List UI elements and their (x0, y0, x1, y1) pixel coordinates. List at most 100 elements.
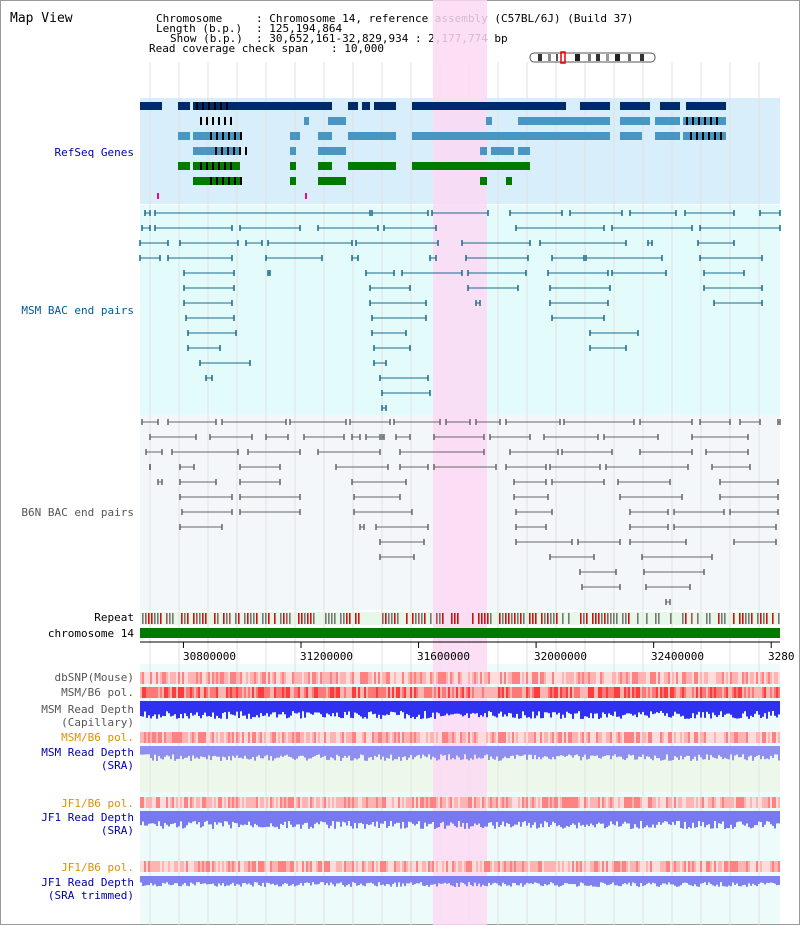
jf1-b6-pol2-cell (764, 861, 766, 872)
jf1-depth-trim-bar (660, 876, 662, 885)
msm-b6-pol-cell (352, 687, 354, 698)
jf1-depth-trim-bar (386, 876, 388, 885)
msm-b6-pol2-cell (160, 732, 162, 743)
repeat-mark (535, 613, 537, 624)
msm-b6-pol-cell (504, 687, 506, 698)
gene-exon (491, 147, 514, 155)
msm-depth-sra-bar (140, 746, 142, 755)
msm-b6-pol-cell (192, 687, 194, 698)
dbsnp-cell (484, 672, 486, 684)
msm-b6-pol-cell (554, 687, 556, 698)
repeat-mark (604, 613, 606, 624)
dbsnp-cell (310, 672, 312, 684)
msm-depth-cap-bar (470, 701, 472, 714)
jf1-depth-trim-bar (392, 876, 394, 885)
jf1-b6-pol2-cell (700, 861, 702, 872)
msm-depth-cap-bar (504, 701, 506, 715)
msm-depth-cap-bar (598, 701, 600, 719)
dbsnp-cell (420, 672, 422, 684)
jf1-b6-pol-cell (240, 797, 242, 808)
msm-b6-pol2-cell (390, 732, 392, 743)
jf1-depth-trim-bar (250, 876, 252, 885)
jf1-b6-pol2-cell (586, 861, 588, 872)
jf1-b6-pol-cell (182, 797, 184, 808)
jf1-depth-sra-bar (374, 811, 376, 827)
msm-b6-pol-cell (206, 687, 208, 698)
msm-b6-pol-cell (544, 687, 546, 698)
msm-b6-pol-cell (692, 687, 694, 698)
msm-b6-pol2-cell (146, 732, 148, 743)
msm-depth-sra-bar (584, 746, 586, 755)
msm-b6-pol-cell (258, 687, 260, 698)
jf1-b6-pol-cell (190, 797, 192, 808)
jf1-depth-trim-bar (260, 876, 262, 887)
jf1-depth-trim-bar (642, 876, 644, 886)
msm-depth-sra-bar (402, 746, 404, 758)
jf1-depth-trim-bar (694, 876, 696, 885)
dbsnp-cell (258, 672, 260, 684)
repeat-mark (646, 613, 648, 624)
msm-depth-sra-bar (248, 746, 250, 760)
msm-depth-sra-bar (746, 746, 748, 761)
msm-b6-pol2-cell (758, 732, 760, 743)
jf1-depth-trim-bar (350, 876, 352, 887)
msm-depth-sra-bar (642, 746, 644, 755)
jf1-depth-trim-bar (226, 876, 228, 886)
jf1-depth-trim-bar (742, 876, 744, 886)
msm-b6-pol2-cell (678, 732, 680, 743)
jf1-b6-pol-cell (242, 797, 244, 808)
jf1-b6-pol-cell (266, 797, 268, 808)
gene-exon-mark (228, 177, 230, 185)
jf1-b6-pol-cell (626, 797, 628, 808)
jf1-b6-pol-cell (374, 797, 376, 808)
dbsnp-cell (504, 672, 506, 684)
jf1-depth-trim-bar (140, 876, 142, 883)
msm-depth-sra-bar (568, 746, 570, 755)
jf1-b6-pol2-cell (456, 861, 458, 872)
jf1-b6-pol-cell (328, 797, 330, 808)
msm-depth-sra-bar (276, 746, 278, 758)
jf1-b6-pol2-cell (236, 861, 238, 872)
msm-depth-cap-bar (382, 701, 384, 716)
jf1-b6-pol-cell (218, 797, 220, 808)
msm-b6-pol2-cell (484, 732, 486, 743)
jf1-depth-trim-bar (624, 876, 626, 884)
jf1-depth-trim-bar (778, 876, 780, 885)
msm-b6-pol-cell (708, 687, 710, 698)
jf1-b6-pol2-cell (402, 861, 404, 872)
msm-depth-cap-bar (554, 701, 556, 713)
jf1-b6-pol-cell (602, 797, 604, 808)
jf1-b6-pol-cell (712, 797, 714, 808)
msm-depth-cap-bar (492, 701, 494, 716)
msm-depth-cap-bar (442, 701, 444, 716)
msm-b6-pol2-cell (336, 732, 338, 743)
msm-depth-sra-bar (632, 746, 634, 755)
msm-depth-sra-bar (528, 746, 530, 755)
msm-b6-pol2-cell (566, 732, 568, 743)
msm-b6-pol-cell (546, 687, 548, 698)
msm-depth-sra-bar (450, 746, 452, 760)
msm-depth-cap-bar (614, 701, 616, 712)
msm-b6-pol2-cell (280, 732, 282, 743)
dbsnp-cell (480, 672, 482, 684)
jf1-b6-pol2-cell (466, 861, 468, 872)
jf1-depth-sra-bar (146, 811, 148, 826)
jf1-depth-sra-bar (468, 811, 470, 829)
jf1-b6-pol2-cell (680, 861, 682, 872)
msm-depth-cap-bar (278, 701, 280, 715)
dbsnp-cell (222, 672, 224, 684)
jf1-depth-trim-bar (300, 876, 302, 883)
jf1-b6-pol-cell (448, 797, 450, 808)
msm-depth-cap-bar (352, 701, 354, 719)
dbsnp-cell (186, 672, 188, 684)
gene-exon-mark (720, 132, 722, 140)
jf1-depth-sra-bar (540, 811, 542, 824)
dbsnp-cell (500, 672, 502, 684)
msm-b6-pol-cell (560, 687, 562, 698)
dbsnp-cell (470, 672, 472, 684)
msm-depth-sra-bar (628, 746, 630, 755)
jf1-b6-pol-cell (156, 797, 158, 808)
msm-b6-pol-cell (458, 687, 460, 698)
msm-depth-sra-bar (396, 746, 398, 760)
